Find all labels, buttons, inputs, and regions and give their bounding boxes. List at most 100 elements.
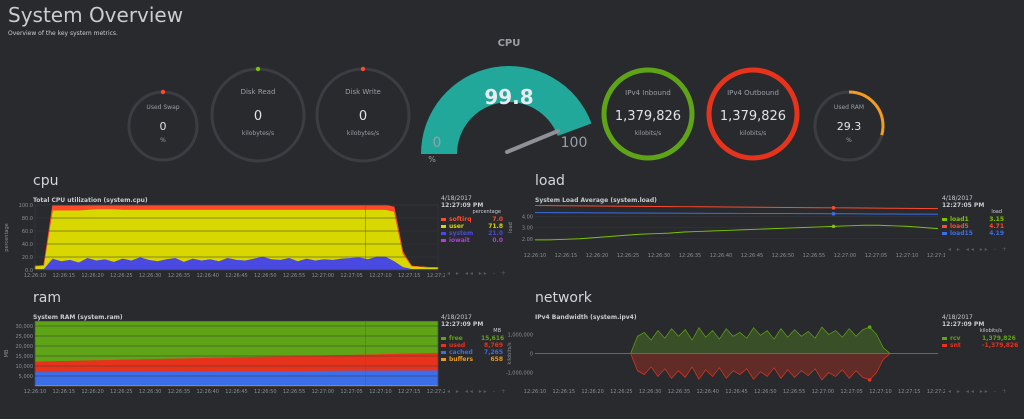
cpu-legend-name: user (449, 223, 464, 230)
load-section-heading: load (535, 173, 565, 189)
network-x-tick: 12:26:55 (783, 389, 805, 395)
page-subtitle: Overview of the key system metrics. (8, 30, 118, 37)
ram-x-tick: 12:26:35 (168, 389, 190, 395)
ram-legend-name: cached (449, 349, 473, 356)
ipv4-outbound-ring (706, 67, 800, 161)
load-x-tick: 12:26:20 (586, 253, 608, 259)
network-legend-date: 4/18/2017 (942, 314, 973, 321)
load-legend-date: 4/18/2017 (942, 195, 973, 202)
ram-legend-item-buffers[interactable]: buffers 658 (441, 356, 521, 363)
used-ram-gauge[interactable]: Used RAM 29.3 % (813, 90, 885, 162)
cpu-y-tick: 40.0 (22, 242, 33, 248)
cpu-chart[interactable]: 100.0 80.0 60.0 40.0 20.0 0.012:26:10 12:26:15… (0, 200, 445, 285)
used-swap-marker (160, 89, 166, 95)
disk-write-units: kilobytes/s (347, 130, 379, 137)
disk-write-gauge[interactable]: Disk Write 0 kilobytes/s (315, 66, 411, 163)
cpu-legend-date: 4/18/2017 (441, 195, 472, 202)
used-ram-value: 29.3 (837, 120, 862, 133)
ram-x-tick: 12:27:15 (398, 389, 420, 395)
load-legend-value: 3.15 (989, 216, 1004, 223)
load-point-load15 (831, 211, 836, 216)
disk-read-units: kilobytes/s (242, 130, 274, 137)
cpu-legend-name: iowait (449, 237, 470, 244)
network-y-label: kilobits/s (507, 342, 513, 365)
cpu-x-tick: 12:26:15 (53, 273, 75, 279)
cpu-legend-units: percentage (472, 209, 501, 215)
cpu-legend-item-system[interactable]: system 21.0 (441, 230, 521, 237)
network-chart-controls[interactable]: ◂ ▸ ◂◂ ▸▸ - + (948, 388, 1009, 395)
load-legend-value: 4.19 (989, 230, 1004, 237)
network-legend-rows: rcv 1,379,826 snt -1,379,826 (942, 335, 1022, 349)
load-x-tick: 12:26:55 (803, 253, 825, 259)
disk-read-gauge[interactable]: Disk Read 0 kilobytes/s (210, 66, 306, 163)
ram-legend-value: 658 (490, 356, 503, 363)
load-legend-item-load1[interactable]: load1 3.15 (942, 216, 1022, 223)
used-ram-label: Used RAM (834, 104, 864, 111)
network-x-tick: 12:26:25 (610, 389, 632, 395)
disk-write-label: Disk Write (345, 88, 381, 96)
ram-section-heading: ram (33, 290, 61, 306)
network-x-tick: 12:26:45 (725, 389, 747, 395)
ram-legend-item-cached[interactable]: cached 7,265 (441, 349, 521, 356)
load-series-load1 (535, 224, 939, 241)
load-point-load5 (831, 206, 836, 210)
network-legend-item-rcv[interactable]: rcv 1,379,826 (942, 335, 1022, 342)
gauges-row: Used Swap 0 % Disk Read 0 kilobytes/s Di… (127, 65, 885, 164)
load-chart[interactable]: 4.00 3.00 2.00 12:26:10 12:26:15 12:26:20 12:2… (505, 200, 945, 260)
ram-chart[interactable]: 30,000 25,000 20,000 15,000 10,000 5,000 12:26… (0, 316, 445, 401)
load-y-tick: 4.00 (522, 214, 533, 220)
ram-y-tick: 30,000 (16, 324, 34, 330)
cpu-y-tick: 0.0 (25, 268, 33, 274)
load-legend-value: 4.71 (989, 223, 1004, 230)
network-y-tick: 1,000,000 (508, 332, 533, 338)
ram-legend-item-used[interactable]: used 8,769 (441, 342, 521, 349)
ram-legend-name: buffers (449, 356, 474, 363)
ram-legend-value: 7,265 (484, 349, 503, 356)
ram-y-label: MB (4, 349, 10, 357)
load-chart-controls[interactable]: ◂ ▸ ◂◂ ▸▸ - + (948, 246, 1009, 253)
network-series-snt (535, 353, 938, 381)
ipv4-inbound-ring (601, 67, 695, 161)
cpu-legend-item-user[interactable]: user 71.8 (441, 223, 521, 230)
ram-legend-swatch (441, 358, 446, 361)
cpu-legend-item-softirq[interactable]: softirq 7.0 (441, 216, 521, 223)
network-legend-item-snt[interactable]: snt -1,379,826 (942, 342, 1022, 349)
network-legend-time: 12:27:09 PM (942, 321, 985, 328)
network-x-tick: 12:27:20 (927, 389, 945, 395)
load-legend-item-load5[interactable]: load5 4.71 (942, 223, 1022, 230)
used-swap-value: 0 (160, 120, 167, 133)
load-legend-name: load5 (950, 223, 969, 230)
load-legend-item-load15[interactable]: load15 4.19 (942, 230, 1022, 237)
used-swap-gauge[interactable]: Used Swap 0 % (127, 89, 199, 162)
load-legend-swatch (942, 232, 947, 235)
cpu-legend-swatch (441, 239, 446, 242)
network-chart-title: IPv4 Bandwidth (system.ipv4) (535, 314, 637, 321)
ram-y-tick: 5,000 (19, 374, 33, 380)
ram-chart-controls[interactable]: ◂ ▸ ◂◂ ▸▸ - + (447, 388, 508, 395)
network-legend-swatch (942, 337, 947, 340)
ram-legend-item-free[interactable]: free 15,616 (441, 335, 521, 342)
load-x-tick: 12:26:30 (648, 253, 670, 259)
ram-x-tick: 12:27:20 (427, 389, 445, 395)
ram-x-tick: 12:27:00 (312, 389, 334, 395)
ram-legend-name: used (449, 342, 466, 349)
ipv4-outbound-gauge[interactable]: IPv4 Outbound 1,379,826 kilobits/s (706, 67, 800, 161)
load-legend-swatch (942, 218, 947, 221)
ram-x-tick: 12:27:10 (369, 389, 391, 395)
network-y-tick: 0 (530, 352, 533, 358)
cpu-chart-controls[interactable]: ◂ ▸ ◂◂ ▸▸ - + (447, 270, 508, 277)
cpu-gauge[interactable]: 99.8 0 100 % (421, 65, 592, 164)
cpu-legend-item-iowait[interactable]: iowait 0.0 (441, 237, 521, 244)
network-x-tick: 12:27:00 (812, 389, 834, 395)
cpu-legend-value: 7.0 (492, 216, 503, 223)
load-x-tick: 12:26:35 (679, 253, 701, 259)
load-x-tick: 12:27:05 (865, 253, 887, 259)
ram-chart-title: System RAM (system.ram) (33, 314, 123, 321)
network-chart[interactable]: 1,000,000 0 -1,000,000 12:26:10 12:26:15 12:2… (505, 316, 945, 401)
cpu-legend-swatch (441, 218, 446, 221)
network-x-tick: 12:26:10 (524, 389, 546, 395)
ipv4-inbound-gauge[interactable]: IPv4 Inbound 1,379,826 kilobits/s (601, 67, 695, 161)
ram-x-tick: 12:27:05 (340, 389, 362, 395)
cpu-chart-title: Total CPU utilization (system.cpu) (33, 197, 148, 204)
ram-series-cached (34, 369, 439, 385)
